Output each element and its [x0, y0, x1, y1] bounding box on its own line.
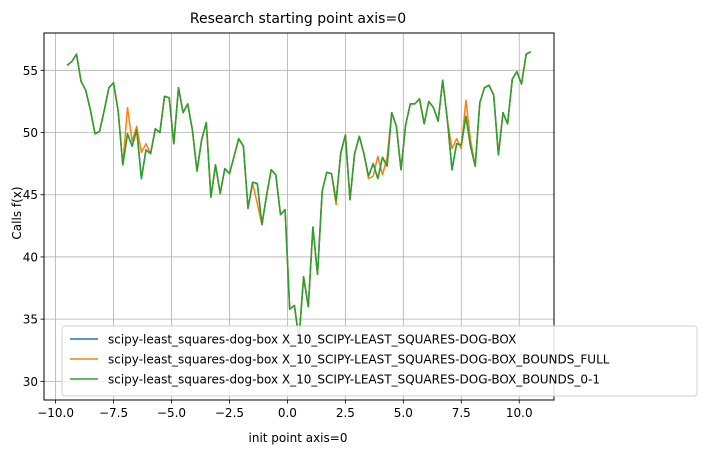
y-tick-label: 50 — [23, 126, 38, 140]
x-tick-label: 7.5 — [452, 406, 471, 420]
legend-box — [61, 325, 698, 397]
y-tick-label: 30 — [23, 375, 38, 389]
x-tick-label: 2.5 — [336, 406, 355, 420]
legend-label-1: scipy-least_squares-dog-box X_10_SCIPY-L… — [108, 333, 516, 347]
legend-label-2: scipy-least_squares-dog-box X_10_SCIPY-L… — [108, 353, 610, 367]
y-axis-ticks: 30 35 40 45 50 55 — [23, 64, 44, 389]
legend: scipy-least_squares-dog-box X_10_SCIPY-L… — [61, 325, 698, 397]
y-axis-label: Calls f(x) — [10, 186, 24, 239]
x-tick-label: −7.5 — [99, 406, 128, 420]
legend-label-3: scipy-least_squares-dog-box X_10_SCIPY-L… — [108, 373, 600, 387]
x-tick-label: −5.0 — [157, 406, 186, 420]
x-tick-label: 5.0 — [394, 406, 413, 420]
x-tick-label: 0.0 — [278, 406, 297, 420]
y-tick-label: 40 — [23, 250, 38, 264]
chart-title: Research starting point axis=0 — [190, 11, 406, 27]
y-tick-label: 35 — [23, 313, 38, 327]
x-axis-label: init point axis=0 — [249, 431, 348, 445]
plot-frame — [43, 32, 555, 401]
x-tick-label: 10.0 — [506, 406, 533, 420]
x-tick-label: −10.0 — [37, 406, 74, 420]
y-tick-label: 45 — [23, 188, 38, 202]
x-axis-ticks: −10.0 −7.5 −5.0 −2.5 0.0 2.5 5.0 7.5 10.0 — [37, 400, 533, 420]
y-tick-label: 55 — [23, 64, 38, 78]
x-tick-label: −2.5 — [215, 406, 244, 420]
